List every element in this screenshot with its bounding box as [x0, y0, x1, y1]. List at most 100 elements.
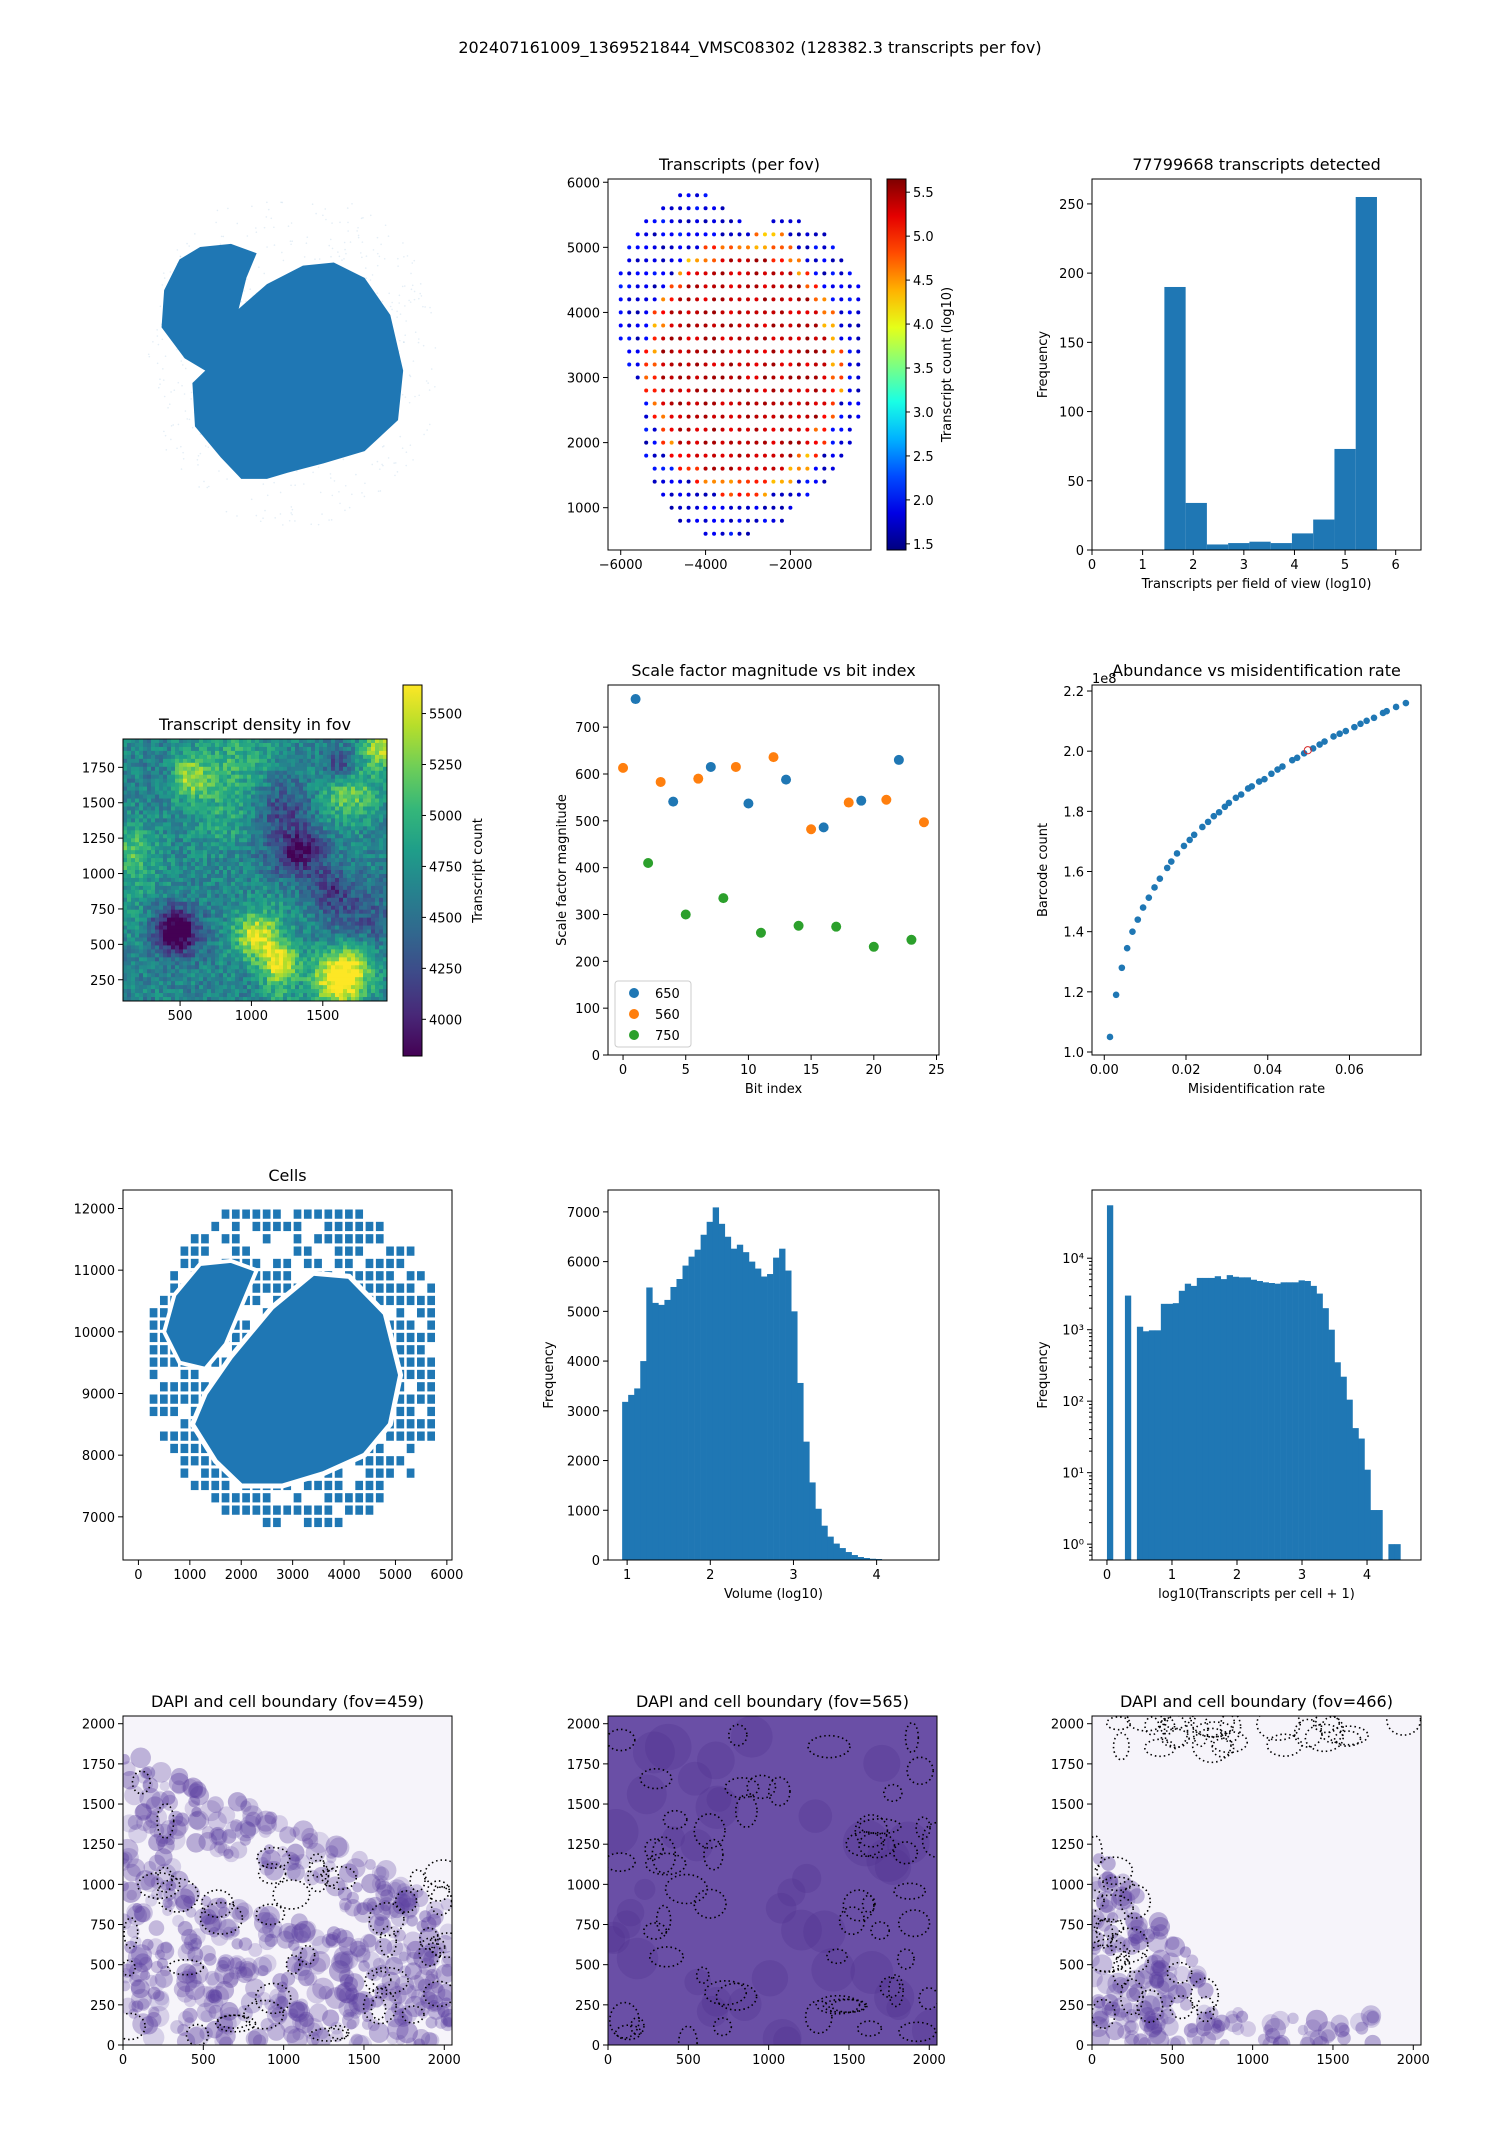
fov-point: [703, 323, 708, 328]
heatmap-cell: [131, 981, 136, 986]
heatmap-cell: [283, 846, 288, 851]
fov-point: [661, 206, 666, 211]
background-transcript-point: [218, 470, 220, 472]
x-tick-label: 1: [1138, 558, 1146, 573]
heatmap-cell: [279, 989, 284, 994]
heatmap-cell: [163, 981, 168, 986]
heatmap-cell: [239, 889, 244, 895]
background-transcript-point: [270, 217, 273, 220]
fov-point: [712, 414, 717, 419]
heatmap-cell: [139, 838, 144, 843]
heatmap-cell: [235, 921, 240, 927]
fov-point: [720, 258, 725, 263]
heatmap-cell: [219, 929, 224, 935]
heatmap-cell: [203, 961, 208, 966]
heatmap-cell: [219, 870, 224, 875]
background-transcript-point: [409, 301, 412, 303]
heatmap-cell: [327, 969, 332, 974]
fov-point: [754, 258, 759, 263]
heatmap-cell: [191, 981, 196, 986]
heatmap-cell: [155, 790, 160, 796]
heatmap-cell: [215, 770, 220, 776]
heatmap-cell: [191, 778, 196, 784]
background-transcript-point: [430, 311, 432, 314]
heatmap-cell: [223, 854, 228, 859]
heatmap-cell: [307, 981, 312, 986]
heatmap-cell: [219, 933, 224, 938]
fov-point: [729, 375, 734, 380]
heatmap-cell: [255, 957, 260, 962]
heatmap-cell: [143, 794, 148, 800]
heatmap-cell: [339, 782, 344, 788]
heatmap-cell: [207, 762, 212, 768]
fov-point: [652, 297, 657, 302]
heatmap-cell: [323, 754, 328, 760]
heatmap-cell: [343, 993, 348, 998]
fov-point: [720, 440, 725, 445]
heatmap-cell: [227, 739, 232, 744]
background-transcript-point: [418, 394, 420, 397]
heatmap-cell: [155, 870, 160, 875]
heatmap-cell: [171, 810, 176, 815]
heatmap-cell: [207, 885, 212, 891]
heatmap-cell: [135, 925, 140, 931]
fov-point: [618, 297, 623, 302]
heatmap-cell: [167, 929, 172, 935]
heatmap-cell: [175, 873, 180, 879]
heatmap-cell: [239, 953, 244, 958]
heatmap-cell: [155, 941, 160, 946]
heatmap-cell: [291, 957, 296, 962]
heatmap-cell: [267, 850, 272, 855]
heatmap-cell: [223, 806, 228, 811]
colorbar-tick-label: 5.0: [913, 230, 934, 245]
heatmap-cell: [191, 850, 196, 855]
heatmap-cell: [315, 989, 320, 994]
heatmap-cell: [131, 798, 136, 804]
heatmap-cell: [343, 925, 348, 931]
heatmap-cell: [251, 985, 256, 990]
heatmap-cell: [279, 822, 284, 827]
heatmap-cell: [255, 802, 260, 807]
background-transcript-point: [203, 480, 205, 483]
heatmap-cell: [163, 858, 168, 863]
heatmap-cell: [187, 937, 192, 942]
heatmap-cell: [123, 969, 128, 974]
heatmap-cell: [251, 937, 256, 942]
x-tick-label: 2: [1189, 558, 1197, 573]
heatmap-cell: [171, 762, 176, 768]
heatmap-cell: [279, 885, 284, 891]
points-layer: [147, 201, 437, 526]
fov-point: [805, 414, 810, 419]
heatmap-cell: [303, 846, 308, 851]
fov-point: [703, 349, 708, 354]
heatmap-cell: [219, 925, 224, 931]
heatmap-cell: [219, 961, 224, 966]
fov-point: [779, 258, 784, 263]
heatmap-cell: [315, 742, 320, 748]
heatmap-cell: [183, 810, 188, 815]
heatmap-cell: [151, 989, 156, 994]
heatmap-cell: [187, 901, 192, 907]
heatmap-cell: [303, 961, 308, 966]
heatmap-cell: [307, 758, 312, 764]
heatmap-cell: [251, 945, 256, 950]
heatmap-cell: [295, 814, 300, 819]
heatmap-cell: [219, 742, 224, 748]
heatmap-cell: [171, 830, 176, 835]
heatmap-cell: [159, 838, 164, 843]
fov-point: [635, 323, 640, 328]
heatmap-cell: [179, 985, 184, 990]
background-transcript-point: [305, 242, 308, 245]
heatmap-cell: [339, 873, 344, 879]
heatmap-cell: [295, 794, 300, 800]
heatmap-cell: [187, 949, 192, 954]
heatmap-cell: [187, 969, 192, 974]
heatmap-cell: [151, 969, 156, 974]
heatmap-cell: [311, 957, 316, 962]
heatmap-cell: [151, 834, 156, 839]
heatmap-cell: [307, 866, 312, 871]
fov-point: [703, 206, 708, 211]
fov-point: [754, 323, 759, 328]
heatmap-cell: [259, 739, 264, 744]
heatmap-cell: [151, 929, 156, 935]
